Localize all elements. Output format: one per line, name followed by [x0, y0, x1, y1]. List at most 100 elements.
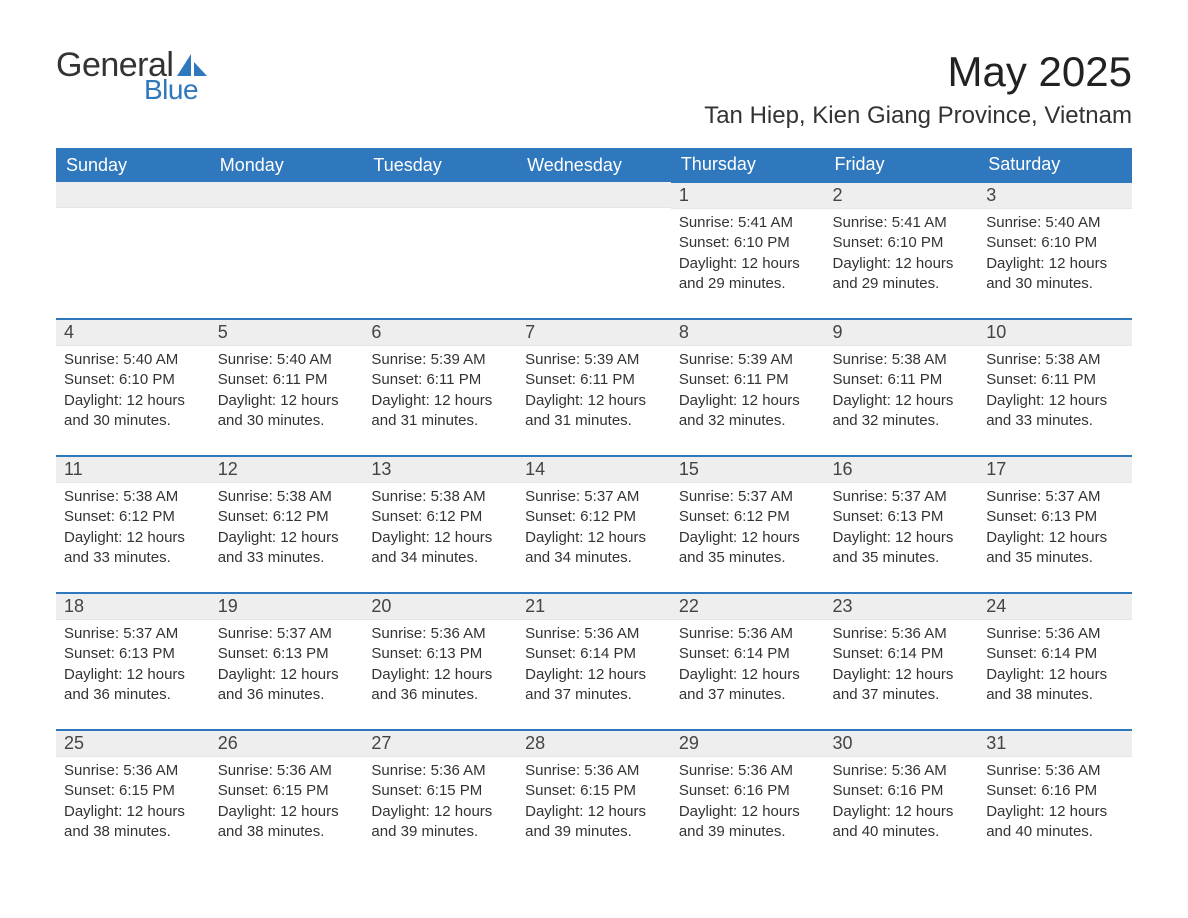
week-row: 25Sunrise: 5:36 AMSunset: 6:15 PMDayligh…: [56, 730, 1132, 854]
day-cell: 25Sunrise: 5:36 AMSunset: 6:15 PMDayligh…: [56, 730, 210, 854]
sunrise-text: Sunrise: 5:36 AM: [833, 761, 971, 781]
sunset-text: Sunset: 6:14 PM: [679, 644, 817, 664]
day-number: 19: [210, 594, 364, 620]
day-number: 13: [363, 457, 517, 483]
daylight-text: Daylight: 12 hours and 37 minutes.: [679, 665, 817, 706]
day-number: 10: [978, 320, 1132, 346]
sunrise-text: Sunrise: 5:36 AM: [986, 624, 1124, 644]
day-number: 12: [210, 457, 364, 483]
day-content-empty: [56, 208, 210, 316]
daylight-text: Daylight: 12 hours and 37 minutes.: [525, 665, 663, 706]
day-number-empty: [210, 182, 364, 208]
daylight-text: Daylight: 12 hours and 40 minutes.: [986, 802, 1124, 843]
sunrise-text: Sunrise: 5:37 AM: [525, 487, 663, 507]
day-cell: 3Sunrise: 5:40 AMSunset: 6:10 PMDaylight…: [978, 182, 1132, 319]
month-title: May 2025: [704, 48, 1132, 96]
sunrise-text: Sunrise: 5:36 AM: [218, 761, 356, 781]
sunset-text: Sunset: 6:11 PM: [525, 370, 663, 390]
day-content: Sunrise: 5:37 AMSunset: 6:13 PMDaylight:…: [825, 483, 979, 592]
day-cell: 4Sunrise: 5:40 AMSunset: 6:10 PMDaylight…: [56, 319, 210, 456]
daylight-text: Daylight: 12 hours and 30 minutes.: [218, 391, 356, 432]
sunset-text: Sunset: 6:13 PM: [218, 644, 356, 664]
daylight-text: Daylight: 12 hours and 33 minutes.: [218, 528, 356, 569]
day-header: Wednesday: [517, 148, 671, 182]
daylight-text: Daylight: 12 hours and 31 minutes.: [371, 391, 509, 432]
day-number: 3: [978, 183, 1132, 209]
daylight-text: Daylight: 12 hours and 38 minutes.: [64, 802, 202, 843]
day-cell: 9Sunrise: 5:38 AMSunset: 6:11 PMDaylight…: [825, 319, 979, 456]
day-content: Sunrise: 5:37 AMSunset: 6:13 PMDaylight:…: [210, 620, 364, 729]
day-content: Sunrise: 5:41 AMSunset: 6:10 PMDaylight:…: [825, 209, 979, 318]
day-number: 8: [671, 320, 825, 346]
day-content: Sunrise: 5:36 AMSunset: 6:14 PMDaylight:…: [978, 620, 1132, 729]
week-row: 1Sunrise: 5:41 AMSunset: 6:10 PMDaylight…: [56, 182, 1132, 319]
brand-sail-icon: [177, 52, 207, 76]
day-cell: 18Sunrise: 5:37 AMSunset: 6:13 PMDayligh…: [56, 593, 210, 730]
sunrise-text: Sunrise: 5:38 AM: [64, 487, 202, 507]
sunset-text: Sunset: 6:10 PM: [679, 233, 817, 253]
sunset-text: Sunset: 6:13 PM: [986, 507, 1124, 527]
sunset-text: Sunset: 6:14 PM: [833, 644, 971, 664]
daylight-text: Daylight: 12 hours and 29 minutes.: [833, 254, 971, 295]
week-row: 18Sunrise: 5:37 AMSunset: 6:13 PMDayligh…: [56, 593, 1132, 730]
sunset-text: Sunset: 6:11 PM: [679, 370, 817, 390]
day-cell: [363, 182, 517, 319]
day-number: 27: [363, 731, 517, 757]
day-number: 23: [825, 594, 979, 620]
day-number: 20: [363, 594, 517, 620]
day-number: 11: [56, 457, 210, 483]
sunrise-text: Sunrise: 5:36 AM: [986, 761, 1124, 781]
day-content: Sunrise: 5:40 AMSunset: 6:10 PMDaylight:…: [56, 346, 210, 455]
day-cell: 7Sunrise: 5:39 AMSunset: 6:11 PMDaylight…: [517, 319, 671, 456]
sunset-text: Sunset: 6:12 PM: [525, 507, 663, 527]
day-content: Sunrise: 5:38 AMSunset: 6:11 PMDaylight:…: [825, 346, 979, 455]
day-number: 25: [56, 731, 210, 757]
week-row: 11Sunrise: 5:38 AMSunset: 6:12 PMDayligh…: [56, 456, 1132, 593]
daylight-text: Daylight: 12 hours and 40 minutes.: [833, 802, 971, 843]
day-content: Sunrise: 5:36 AMSunset: 6:14 PMDaylight:…: [517, 620, 671, 729]
daylight-text: Daylight: 12 hours and 34 minutes.: [371, 528, 509, 569]
day-content: Sunrise: 5:38 AMSunset: 6:12 PMDaylight:…: [56, 483, 210, 592]
day-content: Sunrise: 5:37 AMSunset: 6:13 PMDaylight:…: [978, 483, 1132, 592]
day-number: 14: [517, 457, 671, 483]
day-content: Sunrise: 5:38 AMSunset: 6:12 PMDaylight:…: [210, 483, 364, 592]
sunset-text: Sunset: 6:10 PM: [833, 233, 971, 253]
sunset-text: Sunset: 6:12 PM: [679, 507, 817, 527]
page: General Blue May 2025 Tan Hiep, Kien Gia…: [0, 0, 1188, 894]
day-cell: 5Sunrise: 5:40 AMSunset: 6:11 PMDaylight…: [210, 319, 364, 456]
day-cell: 12Sunrise: 5:38 AMSunset: 6:12 PMDayligh…: [210, 456, 364, 593]
sunrise-text: Sunrise: 5:40 AM: [218, 350, 356, 370]
day-cell: 10 Sunrise: 5:38 AMSunset: 6:11 PMDayligh…: [978, 319, 1132, 456]
day-cell: [517, 182, 671, 319]
calendar-body: 1Sunrise: 5:41 AMSunset: 6:10 PMDaylight…: [56, 182, 1132, 854]
sunset-text: Sunset: 6:11 PM: [986, 370, 1124, 390]
day-number: 1: [671, 183, 825, 209]
day-cell: 16Sunrise: 5:37 AMSunset: 6:13 PMDayligh…: [825, 456, 979, 593]
day-content: Sunrise: 5:36 AMSunset: 6:14 PMDaylight:…: [825, 620, 979, 729]
day-cell: 11Sunrise: 5:38 AMSunset: 6:12 PMDayligh…: [56, 456, 210, 593]
daylight-text: Daylight: 12 hours and 38 minutes.: [218, 802, 356, 843]
day-cell: 1Sunrise: 5:41 AMSunset: 6:10 PMDaylight…: [671, 182, 825, 319]
day-cell: 27Sunrise: 5:36 AMSunset: 6:15 PMDayligh…: [363, 730, 517, 854]
daylight-text: Daylight: 12 hours and 33 minutes.: [986, 391, 1124, 432]
calendar-head: SundayMondayTuesdayWednesdayThursdayFrid…: [56, 148, 1132, 182]
sunrise-text: Sunrise: 5:36 AM: [371, 761, 509, 781]
day-cell: 21Sunrise: 5:36 AMSunset: 6:14 PMDayligh…: [517, 593, 671, 730]
sunrise-text: Sunrise: 5:37 AM: [679, 487, 817, 507]
sunrise-text: Sunrise: 5:36 AM: [371, 624, 509, 644]
day-number: 5: [210, 320, 364, 346]
day-number: 24: [978, 594, 1132, 620]
header: General Blue May 2025 Tan Hiep, Kien Gia…: [56, 48, 1132, 130]
day-cell: 26Sunrise: 5:36 AMSunset: 6:15 PMDayligh…: [210, 730, 364, 854]
sunrise-text: Sunrise: 5:38 AM: [371, 487, 509, 507]
sunrise-text: Sunrise: 5:40 AM: [64, 350, 202, 370]
daylight-text: Daylight: 12 hours and 34 minutes.: [525, 528, 663, 569]
daylight-text: Daylight: 12 hours and 39 minutes.: [525, 802, 663, 843]
day-cell: 17Sunrise: 5:37 AMSunset: 6:13 PMDayligh…: [978, 456, 1132, 593]
day-cell: 8Sunrise: 5:39 AMSunset: 6:11 PMDaylight…: [671, 319, 825, 456]
sunset-text: Sunset: 6:15 PM: [218, 781, 356, 801]
day-content: Sunrise: 5:36 AMSunset: 6:16 PMDaylight:…: [825, 757, 979, 854]
day-number: 16: [825, 457, 979, 483]
sunrise-text: Sunrise: 5:38 AM: [986, 350, 1124, 370]
daylight-text: Daylight: 12 hours and 32 minutes.: [679, 391, 817, 432]
